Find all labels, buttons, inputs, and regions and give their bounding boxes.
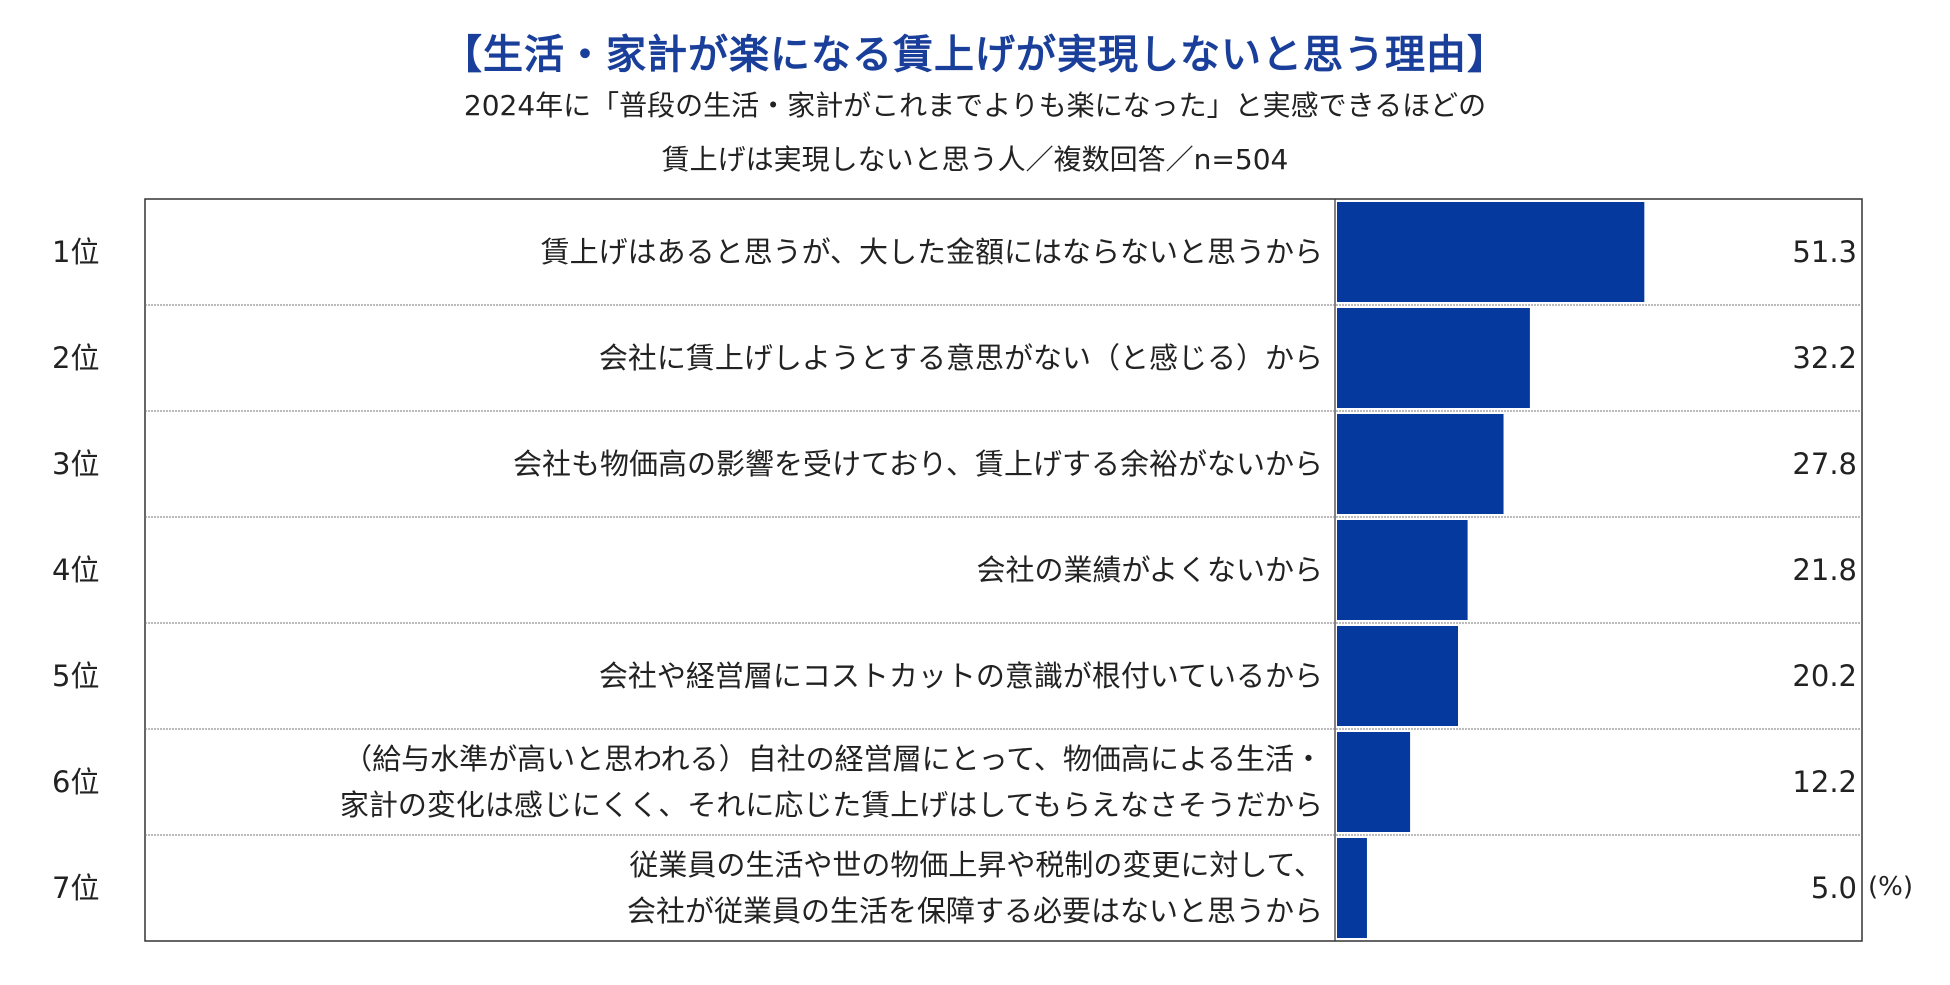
unit-label: (%) — [1868, 872, 1913, 902]
value-label: 20.2 — [1792, 659, 1857, 693]
category-label: 家計の変化は感じにくく、それに応じた賃上げはしてもらえなさそうだから — [340, 788, 1323, 822]
value-label: 12.2 — [1792, 765, 1857, 799]
bar — [1337, 202, 1645, 302]
category-label: 従業員の生活や世の物価上昇や税制の変更に対して、 — [629, 848, 1323, 882]
rank-label: 2位 — [52, 341, 99, 375]
rank-label: 5位 — [52, 659, 99, 693]
rank-label: 4位 — [52, 553, 99, 587]
value-label: 21.8 — [1792, 553, 1857, 587]
value-label: 32.2 — [1792, 341, 1857, 375]
category-label: 会社が従業員の生活を保障する必要はないと思うから — [627, 894, 1323, 928]
category-label: （給与水準が高いと思われる）自社の経営層にとって、物価高による生活・ — [343, 742, 1323, 776]
bar — [1337, 414, 1504, 514]
bar — [1337, 520, 1468, 620]
value-label: 27.8 — [1792, 447, 1857, 481]
rank-label: 6位 — [52, 765, 99, 799]
value-label: 51.3 — [1792, 235, 1857, 269]
chart-title: 【生活・家計が楽になる賃上げが実現しないと思う理由】 — [442, 32, 1508, 78]
rank-label: 3位 — [52, 447, 99, 481]
bar — [1337, 626, 1459, 726]
bar — [1337, 838, 1367, 938]
rank-label: 7位 — [52, 871, 99, 905]
table-frame — [144, 198, 1863, 942]
chart-subtitle-line-1: 2024年に「普段の生活・家計がこれまでよりも楽になった」と実感できるほどの — [463, 89, 1487, 122]
category-label: 賃上げはあると思うが、大した金額にはならないと思うから — [541, 235, 1323, 269]
rank-label: 1位 — [52, 235, 99, 269]
chart-subtitle-line-2: 賃上げは実現しないと思う人／複数回答／n=504 — [661, 143, 1289, 176]
bar — [1337, 308, 1530, 408]
category-label: 会社や経営層にコストカットの意識が根付いているから — [599, 659, 1323, 693]
bar — [1337, 732, 1411, 832]
category-label: 会社も物価高の影響を受けており、賃上げする余裕がないから — [513, 447, 1323, 481]
category-label: 会社に賃上げしようとする意思がない（と感じる）から — [599, 341, 1323, 375]
value-label: 5.0 — [1811, 871, 1857, 905]
category-label: 会社の業績がよくないから — [976, 553, 1323, 587]
